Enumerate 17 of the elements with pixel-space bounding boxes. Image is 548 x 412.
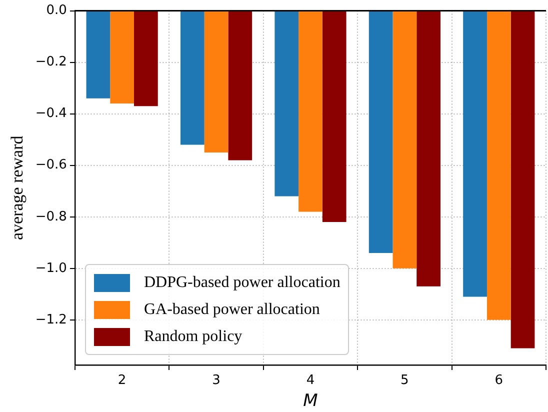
y-axis-title: average reward <box>8 135 27 240</box>
x-tick-label: 4 <box>306 373 315 388</box>
y-tick-label: −1.0 <box>35 260 67 276</box>
x-tick-label: 5 <box>400 373 409 388</box>
x-tick-label: 2 <box>118 373 126 388</box>
y-tick-label: −0.4 <box>35 106 67 122</box>
x-tick-label: 3 <box>212 373 220 388</box>
x-tick-label: 6 <box>494 373 504 388</box>
y-tick-label: −0.6 <box>35 158 67 173</box>
legend-label: GA-based power allocation <box>144 300 320 318</box>
y-tick-label: −0.2 <box>35 54 67 70</box>
x-axis-title: M <box>303 391 318 412</box>
legend-label: DDPG-based power allocation <box>144 274 340 292</box>
y-tick-label: −1.2 <box>35 312 67 328</box>
legend-label: Random policy <box>144 328 242 346</box>
y-tick-label: −0.8 <box>35 209 67 224</box>
y-tick-label: 0.0 <box>46 3 67 18</box>
